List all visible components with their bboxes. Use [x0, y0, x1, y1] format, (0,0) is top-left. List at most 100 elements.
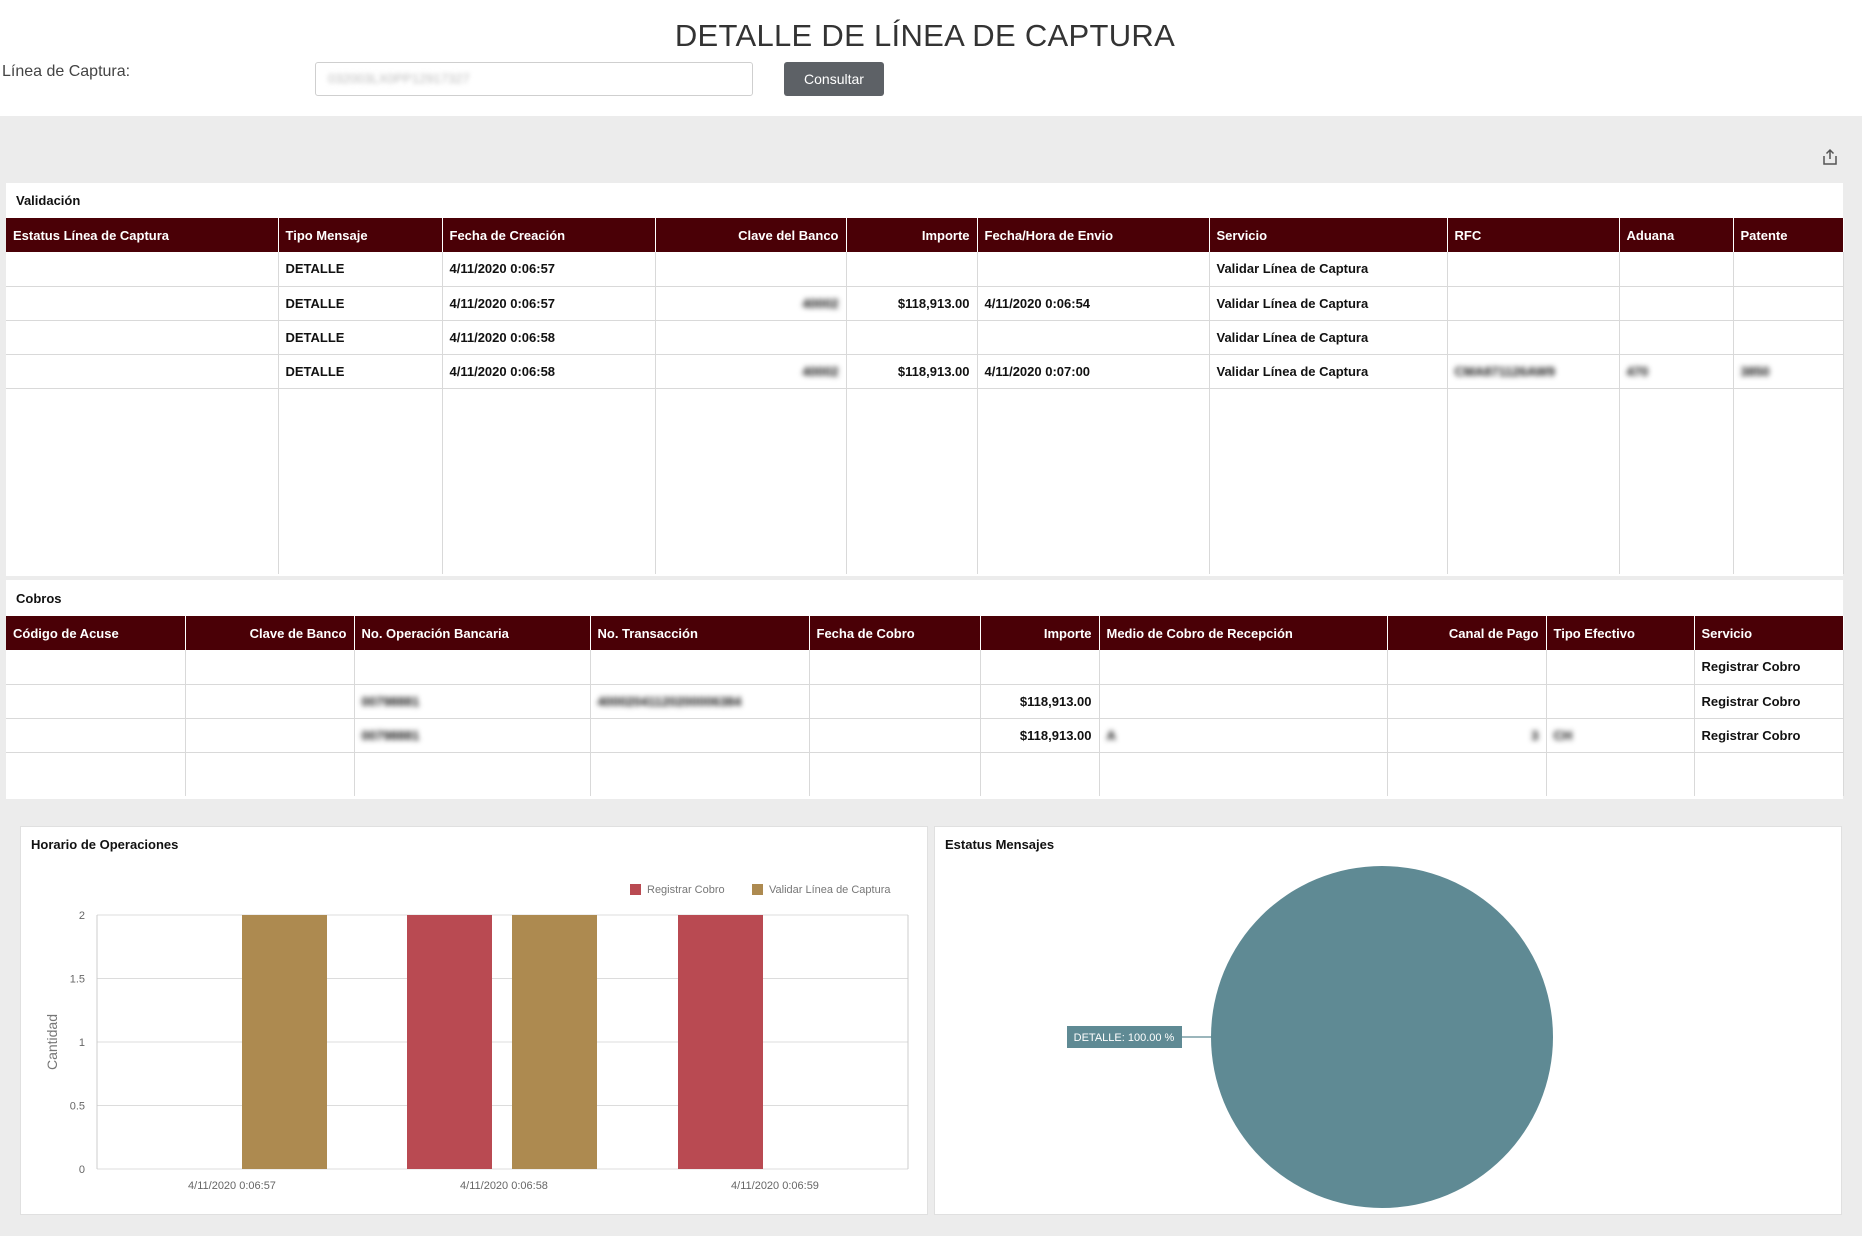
cell-estatus-linea-de-captura: [6, 354, 279, 389]
legend-label-validar-linea-de-captura: Validar Línea de Captura: [769, 884, 891, 896]
cell-importe: $118,913.00: [980, 684, 1100, 719]
legend-swatch-validar-linea-de-captura: [752, 884, 763, 895]
cell-importe: $118,913.00: [980, 718, 1100, 753]
table-row[interactable]: DETALLE 4/11/2020 0:06:57 40002 $118,913.00…: [6, 286, 1844, 321]
cell-tipo-mensaje: DETALLE: [278, 252, 443, 287]
cell-fecha-hora-de-envio: [977, 252, 1210, 287]
cell-servicio: Validar Línea de Captura: [1209, 320, 1448, 355]
bar-registrar-cobro: [678, 915, 763, 1169]
column-header-tipo-mensaje[interactable]: Tipo Mensaje: [278, 218, 443, 252]
empty-cell: [1099, 752, 1388, 796]
cell-canal-de-pago: 3: [1387, 718, 1547, 753]
empty-cell: [590, 752, 810, 796]
empty-cell: [977, 388, 1210, 574]
pie-data-label: DETALLE: 100.00 %: [1074, 1032, 1175, 1044]
column-header-canal-de-pago[interactable]: Canal de Pago: [1387, 616, 1547, 650]
cell-estatus-linea-de-captura: [6, 252, 279, 287]
cell-fecha-de-creacion: 4/11/2020 0:06:57: [442, 252, 656, 287]
column-header-no-operacion-bancaria[interactable]: No. Operación Bancaria: [354, 616, 591, 650]
cell-tipo-mensaje: DETALLE: [278, 320, 443, 355]
column-header-aduana[interactable]: Aduana: [1619, 218, 1734, 252]
y-tick-label: 1: [79, 1037, 85, 1049]
x-tick-label: 4/11/2020 0:06:58: [460, 1180, 548, 1192]
table-row[interactable]: DETALLE 4/11/2020 0:06:57 Validar Línea de…: [6, 252, 1844, 287]
cell-fecha-de-creacion: 4/11/2020 0:06:58: [442, 320, 656, 355]
cell-aduana: [1619, 252, 1734, 287]
empty-cell: [980, 752, 1100, 796]
cell-estatus-linea-de-captura: [6, 320, 279, 355]
consult-button[interactable]: Consultar: [784, 62, 884, 96]
column-header-codigo-de-acuse[interactable]: Código de Acuse: [6, 616, 186, 650]
column-header-patente[interactable]: Patente: [1733, 218, 1844, 252]
legend-label-registrar-cobro: Registrar Cobro: [647, 884, 725, 896]
column-header-importe[interactable]: Importe: [846, 218, 978, 252]
column-header-no-transaccion[interactable]: No. Transacción: [590, 616, 810, 650]
cell-fecha-de-creacion: 4/11/2020 0:06:57: [442, 286, 656, 321]
table-row[interactable]: DETALLE 4/11/2020 0:06:58 40002 $118,913.00…: [6, 354, 1844, 389]
estatus-chart-panel: Estatus Mensajes DETALLE: 100.00 %: [934, 826, 1842, 1215]
cobros-title: Cobros: [16, 591, 62, 606]
export-icon[interactable]: [1821, 148, 1839, 166]
cell-fecha-de-cobro: [809, 650, 981, 685]
cell-fecha-hora-de-envio: [977, 320, 1210, 355]
table-row[interactable]: Registrar Cobro: [6, 650, 1844, 685]
cell-medio-de-cobro-de-recepcion: [1099, 684, 1388, 719]
empty-cell: [442, 388, 656, 574]
column-header-importe[interactable]: Importe: [980, 616, 1100, 650]
cell-importe: [846, 320, 978, 355]
empty-cell: [6, 388, 279, 574]
column-header-estatus-linea-de-captura[interactable]: Estatus Línea de Captura: [6, 218, 279, 252]
table-row[interactable]: DETALLE 4/11/2020 0:06:58 Validar Línea de…: [6, 320, 1844, 355]
cell-servicio: Registrar Cobro: [1694, 650, 1844, 685]
capture-input[interactable]: 032003LX0PP12917327: [315, 62, 753, 96]
column-header-medio-de-cobro-de-recepcion[interactable]: Medio de Cobro de Recepción: [1099, 616, 1388, 650]
cell-aduana: [1619, 320, 1734, 355]
cell-clave-del-banco: 40002: [655, 354, 847, 389]
cell-patente: 3850: [1733, 354, 1844, 389]
column-header-servicio[interactable]: Servicio: [1209, 218, 1448, 252]
legend-swatch-registrar-cobro: [630, 884, 641, 895]
empty-cell: [354, 752, 591, 796]
column-header-fecha-hora-de-envio[interactable]: Fecha/Hora de Envio: [977, 218, 1210, 252]
cell-fecha-de-cobro: [809, 684, 981, 719]
x-tick-label: 4/11/2020 0:06:59: [731, 1180, 819, 1192]
y-axis-label: Cantidad: [44, 1014, 60, 1070]
cell-importe: $118,913.00: [846, 354, 978, 389]
cobros-table: Código de Acuse Clave de Banco No. Operaci…: [6, 616, 1844, 796]
table-row[interactable]: 00798881 $118,913.00 A 3 CH Registrar Cobro: [6, 718, 1844, 753]
empty-cell: [1387, 752, 1547, 796]
cell-codigo-de-acuse: [6, 684, 186, 719]
column-header-servicio[interactable]: Servicio: [1694, 616, 1844, 650]
column-header-tipo-efectivo[interactable]: Tipo Efectivo: [1546, 616, 1695, 650]
cell-no-transaccion: [590, 718, 810, 753]
empty-cell: [1546, 752, 1695, 796]
bar-validar-linea-de-captura: [242, 915, 327, 1169]
cell-no-transaccion: 40002041120200006384: [590, 684, 810, 719]
validacion-table: Estatus Línea de Captura Tipo Mensaje Fech…: [6, 218, 1844, 574]
cell-aduana: [1619, 286, 1734, 321]
page-title: DETALLE DE LÍNEA DE CAPTURA: [674, 18, 1176, 53]
pie-slice-detalle: [1211, 866, 1553, 1208]
cell-canal-de-pago: [1387, 650, 1547, 685]
empty-cell: [6, 752, 186, 796]
cell-medio-de-cobro-de-recepcion: [1099, 650, 1388, 685]
column-header-clave-del-banco[interactable]: Clave del Banco: [655, 218, 847, 252]
validacion-panel: Validación Estatus Línea de Captura Tipo …: [6, 183, 1844, 576]
empty-cell: [185, 752, 355, 796]
cell-clave-del-banco: 40002: [655, 286, 847, 321]
validacion-title: Validación: [16, 193, 81, 208]
cell-servicio: Validar Línea de Captura: [1209, 354, 1448, 389]
cell-clave-de-banco: [185, 684, 355, 719]
cell-rfc: CMA871126AW9: [1447, 354, 1620, 389]
column-header-fecha-de-cobro[interactable]: Fecha de Cobro: [809, 616, 981, 650]
column-header-clave-de-banco[interactable]: Clave de Banco: [185, 616, 355, 650]
cell-no-operacion-bancaria: 00798881: [354, 684, 591, 719]
cell-fecha-hora-de-envio: 4/11/2020 0:06:54: [977, 286, 1210, 321]
column-header-fecha-de-creacion[interactable]: Fecha de Creación: [442, 218, 656, 252]
cell-tipo-efectivo: [1546, 650, 1695, 685]
cell-servicio: Registrar Cobro: [1694, 718, 1844, 753]
empty-cell: [1619, 388, 1734, 574]
cobros-panel: Cobros Código de Acuse Clave de Banco No. …: [6, 580, 1844, 799]
table-row[interactable]: 00798881 40002041120200006384 $118,913.00 R…: [6, 684, 1844, 719]
column-header-rfc[interactable]: RFC: [1447, 218, 1620, 252]
